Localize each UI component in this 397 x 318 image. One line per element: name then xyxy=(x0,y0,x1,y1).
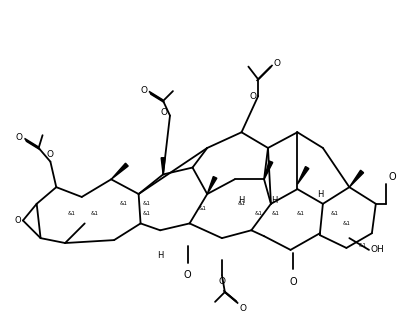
Text: O: O xyxy=(160,108,167,117)
Text: &1: &1 xyxy=(68,211,76,216)
Text: O: O xyxy=(184,271,191,280)
Text: O: O xyxy=(16,133,23,142)
Text: &1: &1 xyxy=(143,201,150,206)
Polygon shape xyxy=(207,176,217,194)
Text: &1: &1 xyxy=(254,211,262,216)
Text: &1: &1 xyxy=(331,211,339,216)
Polygon shape xyxy=(297,167,309,184)
Text: &1: &1 xyxy=(297,211,304,216)
Text: H: H xyxy=(317,190,323,198)
Text: O: O xyxy=(218,277,225,286)
Polygon shape xyxy=(264,161,273,179)
Polygon shape xyxy=(161,158,165,174)
Text: O: O xyxy=(274,59,281,68)
Text: &1: &1 xyxy=(272,211,280,216)
Text: O: O xyxy=(14,216,21,225)
Text: H: H xyxy=(157,251,163,260)
Text: &1: &1 xyxy=(120,201,128,206)
Polygon shape xyxy=(111,163,128,179)
Text: O: O xyxy=(290,277,297,287)
Text: O: O xyxy=(250,92,257,100)
Text: &1: &1 xyxy=(343,221,350,226)
Text: &1: &1 xyxy=(143,211,150,216)
Text: O: O xyxy=(141,86,147,95)
Text: &1: &1 xyxy=(198,206,206,211)
Text: OH: OH xyxy=(371,245,385,254)
Text: H: H xyxy=(271,197,277,205)
Text: O: O xyxy=(239,304,247,313)
Polygon shape xyxy=(349,170,364,187)
Text: O: O xyxy=(47,150,54,159)
Text: &1: &1 xyxy=(237,201,245,206)
Text: O: O xyxy=(389,172,396,182)
Text: &1: &1 xyxy=(358,244,366,248)
Text: &1: &1 xyxy=(91,211,98,216)
Text: H: H xyxy=(238,197,245,205)
